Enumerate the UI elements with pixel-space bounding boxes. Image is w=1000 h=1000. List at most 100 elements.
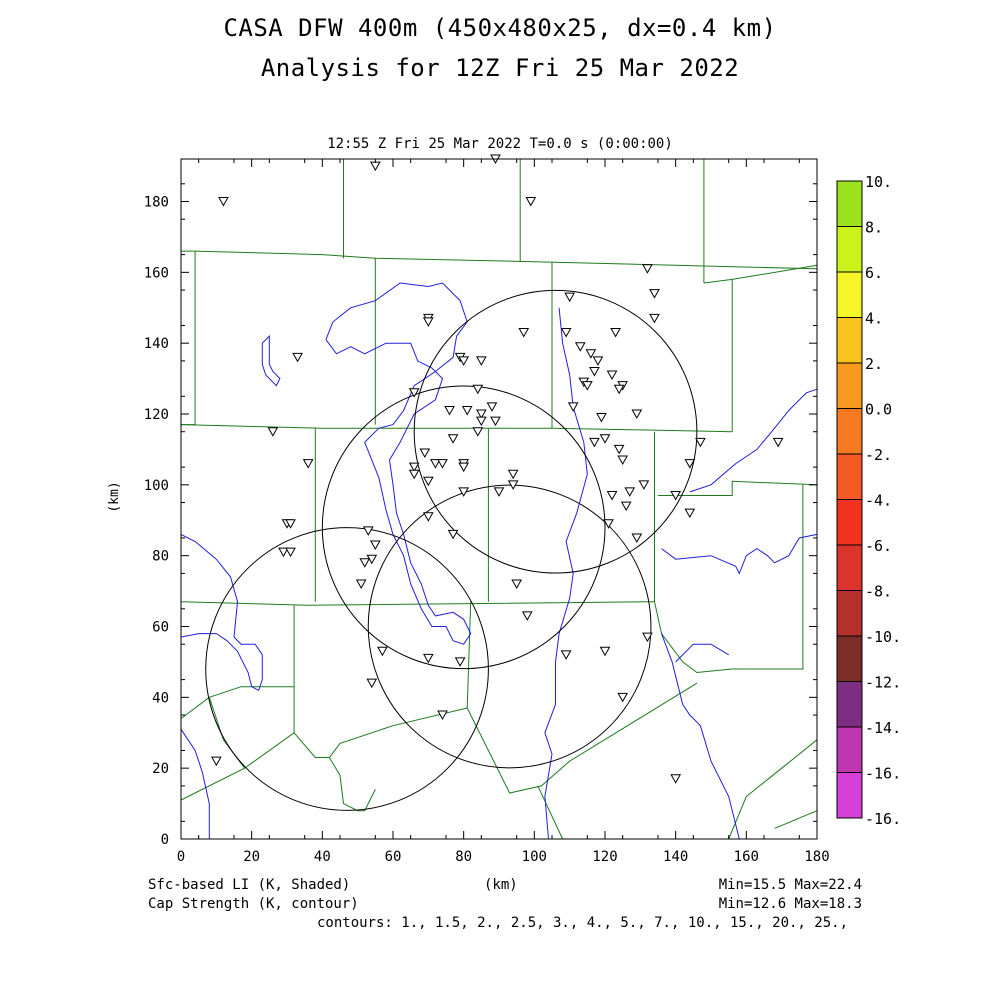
colorbar-swatch <box>836 226 863 273</box>
station-marker <box>359 558 371 568</box>
water-line <box>261 334 281 387</box>
station-marker <box>437 710 448 721</box>
station-marker <box>362 526 374 536</box>
station-marker <box>447 434 459 444</box>
y-tick-label: 20 <box>152 761 169 777</box>
station-marker <box>511 579 523 590</box>
y-tick-label: 40 <box>152 690 169 706</box>
station-marker <box>603 519 614 529</box>
station-marker <box>461 405 473 416</box>
county-line <box>732 264 818 280</box>
x-tick-label: 180 <box>804 849 829 865</box>
colorbar-label: -4. <box>865 492 892 510</box>
radar-range-ring <box>367 484 652 769</box>
colorbar-swatch <box>836 726 863 773</box>
x-tick-label: 80 <box>455 849 472 865</box>
station-marker <box>606 490 618 501</box>
colorbar-label: 4. <box>865 310 883 328</box>
colorbar-label: -10. <box>865 628 901 646</box>
water-line <box>661 633 740 840</box>
station-marker <box>493 487 505 497</box>
colorbar-swatch <box>836 362 863 409</box>
station-marker <box>486 402 498 412</box>
x-tick-label: 20 <box>243 849 260 865</box>
station-marker <box>521 611 533 621</box>
station-marker <box>366 554 378 565</box>
water-line <box>544 307 588 840</box>
station-marker <box>649 289 660 299</box>
shaded-field-label: Sfc-based LI (K, Shaded) <box>148 877 351 893</box>
county-line <box>728 739 818 840</box>
colorbar-swatch <box>836 271 863 318</box>
station-marker <box>581 381 593 391</box>
colorbar-label: 2. <box>865 355 883 373</box>
station-marker <box>422 512 434 522</box>
colorbar-label: 8. <box>865 219 883 237</box>
colorbar-label: -12. <box>865 674 901 692</box>
station-marker <box>285 519 296 529</box>
water-line <box>180 633 263 692</box>
water-line <box>661 533 818 575</box>
station-marker <box>772 437 784 448</box>
station-marker <box>670 490 682 501</box>
station-marker <box>218 197 229 207</box>
y-tick-label: 80 <box>152 549 169 565</box>
station-marker <box>430 459 441 469</box>
station-marker <box>285 547 296 558</box>
radar-range-ring <box>205 527 489 811</box>
station-marker <box>560 328 572 338</box>
station-marker <box>408 388 420 398</box>
colorbar-swatch <box>836 544 863 591</box>
radar-range-rings <box>205 289 698 811</box>
county-line <box>537 785 564 840</box>
station-marker <box>419 448 431 458</box>
y-tick-label: 180 <box>144 195 169 211</box>
plot-frame <box>180 158 818 840</box>
x-tick-label: 160 <box>734 849 759 865</box>
y-tick-label: 160 <box>144 265 169 281</box>
station-marker <box>458 462 470 473</box>
colorbar-label: 0.0 <box>865 401 892 419</box>
colorbar-label: -16. <box>865 810 901 828</box>
station-marker <box>447 529 459 540</box>
station-marker <box>613 384 625 395</box>
colorbar-label: -6. <box>865 537 892 555</box>
water-line <box>675 643 729 663</box>
station-marker <box>472 384 484 395</box>
colorbar-swatch <box>836 408 863 455</box>
station-marker <box>408 469 420 480</box>
colorbar-swatch <box>836 453 863 500</box>
station-marker <box>567 402 579 412</box>
contour-min-max: Min=12.6 Max=18.3 <box>718 896 862 912</box>
station-marker <box>408 462 420 473</box>
axis-ticks: 0 20 40 60 80 100 120 140 160 180 0 20 40 60 80 100 120 1… <box>144 159 830 865</box>
station-marker <box>574 342 586 352</box>
y-tick-label: 0 <box>161 832 169 848</box>
x-tick-label: 120 <box>592 849 617 865</box>
y-tick-label: 120 <box>144 407 169 423</box>
station-marker <box>599 646 611 657</box>
county-line <box>466 601 472 709</box>
x-tick-label: 40 <box>314 849 331 865</box>
county-line <box>195 250 818 270</box>
chart-title-line2: Analysis for 12Z Fri 25 Mar 2022 <box>260 54 740 82</box>
water-line <box>180 533 239 638</box>
station-marker <box>490 416 501 427</box>
colorbar-swatch <box>836 635 863 682</box>
colorbar-label: 10. <box>865 173 892 191</box>
station-marker <box>377 646 388 657</box>
station-marker <box>458 487 470 497</box>
station-marker <box>638 480 650 490</box>
chart-subtitle: 12:55 Z Fri 25 Mar 2022 T=0.0 s (0:00:00… <box>327 136 673 152</box>
chart-title: CASA DFW 400m (450x480x25, dx=0.4 km) <box>223 14 777 42</box>
colorbar-label: -2. <box>865 446 892 464</box>
colorbar-swatch <box>836 681 863 728</box>
water-line <box>325 282 472 645</box>
station-marker <box>507 469 519 480</box>
colorbar-label: -16. <box>865 765 901 783</box>
station-marker <box>670 774 682 784</box>
station-marker <box>454 657 466 667</box>
x-tick-label: 60 <box>385 849 402 865</box>
county-line <box>180 767 245 801</box>
